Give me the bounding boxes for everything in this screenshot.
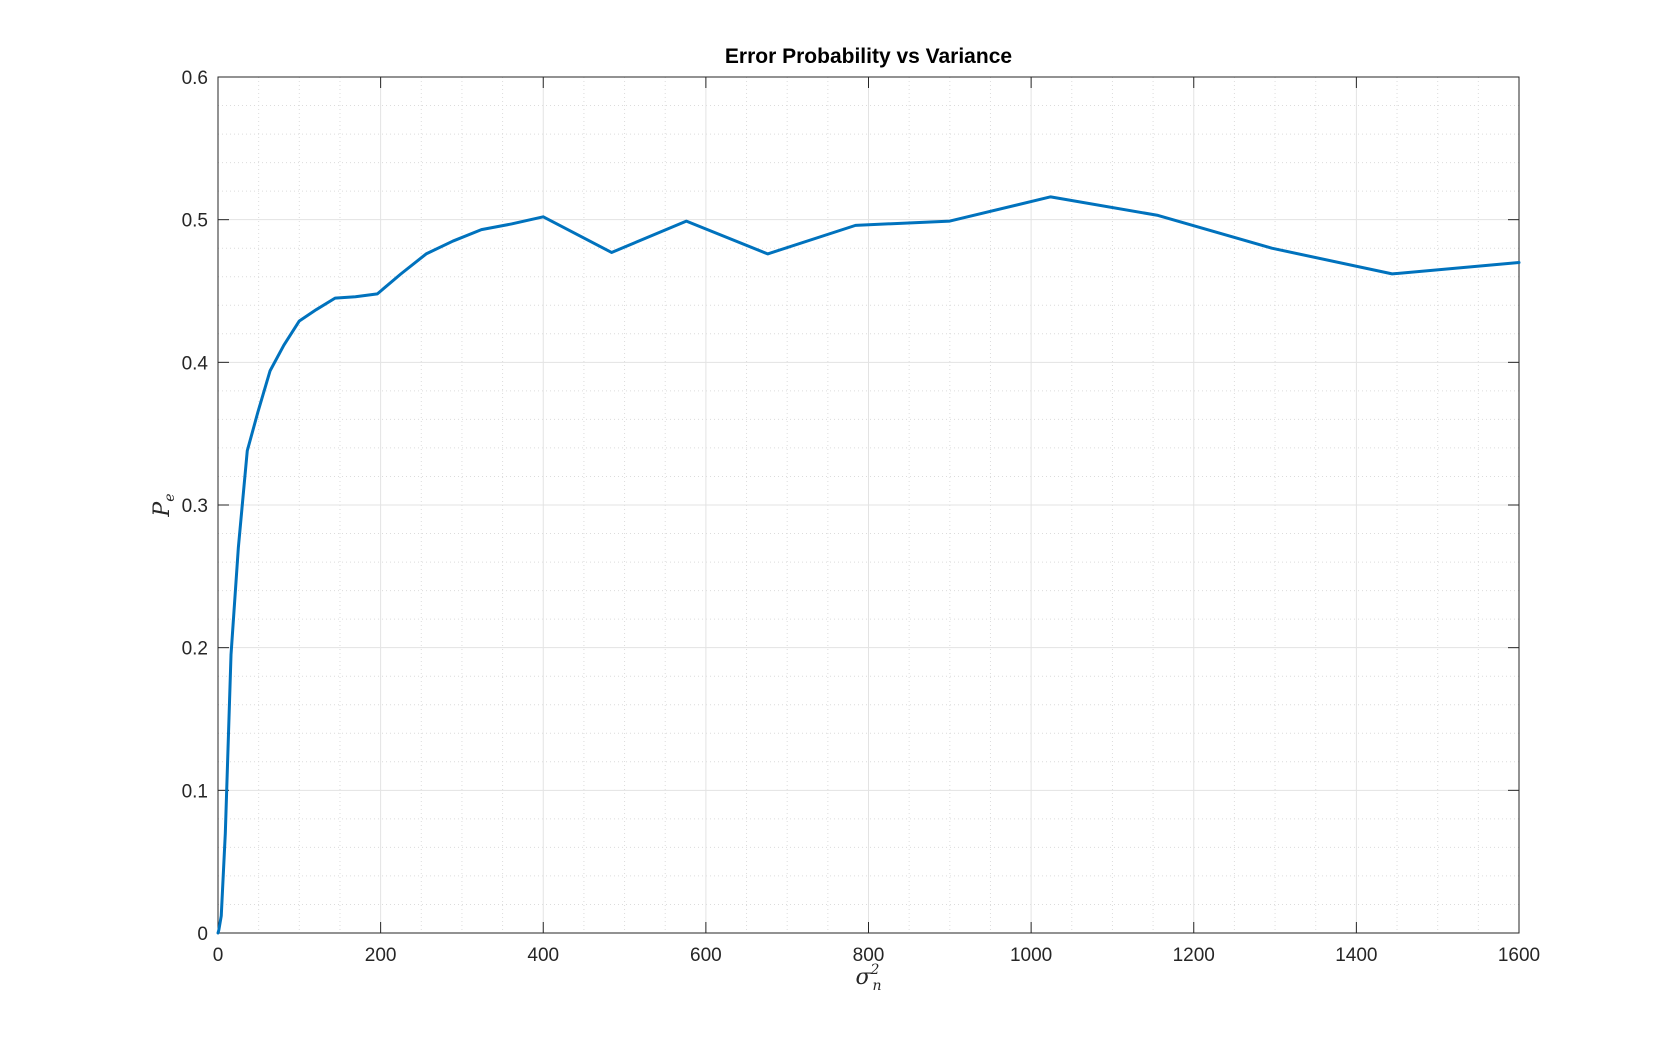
y-tick-label: 0.3 [182, 496, 208, 517]
y-tick-label: 0.4 [182, 353, 209, 374]
x-axis-label-subscript: n [872, 978, 881, 994]
y-tick-label: 0.2 [182, 639, 208, 660]
y-tick-label: 0.6 [182, 68, 208, 89]
x-tick-label: 800 [853, 945, 885, 966]
y-tick-label: 0 [197, 924, 208, 945]
series-layer [216, 195, 1521, 935]
y-axis-tick-labels: 0 0.1 0.2 0.3 0.4 0.5 0.6 [182, 68, 209, 945]
y-tick-label: 0.1 [182, 781, 208, 802]
x-tick-label: 1600 [1498, 945, 1540, 966]
x-axis-label-base: σ [856, 965, 872, 990]
x-axis-label: σ2 n [856, 962, 882, 994]
y-axis-label-base: P [150, 501, 175, 518]
chart-title: Error Probability vs Variance [725, 45, 1012, 68]
x-tick-label: 1000 [1010, 945, 1052, 966]
x-axis-label-superscript: 2 [870, 962, 880, 978]
axis-ticks [217, 76, 1520, 934]
x-tick-label: 200 [365, 945, 397, 966]
x-tick-label: 1400 [1335, 945, 1377, 966]
series-line [216, 195, 1521, 935]
x-axis-tick-labels: 0 200 400 600 800 1000 1200 1400 1600 [213, 945, 1540, 966]
x-tick-label: 400 [527, 945, 559, 966]
x-tick-label: 0 [213, 945, 224, 966]
x-tick-label: 600 [690, 945, 722, 966]
y-tick-label: 0.5 [182, 211, 208, 232]
x-tick-label: 1200 [1173, 945, 1215, 966]
y-axis-label-subscript: e [162, 493, 178, 501]
y-axis-label: Pe [150, 493, 178, 517]
major-grid [217, 76, 1520, 934]
